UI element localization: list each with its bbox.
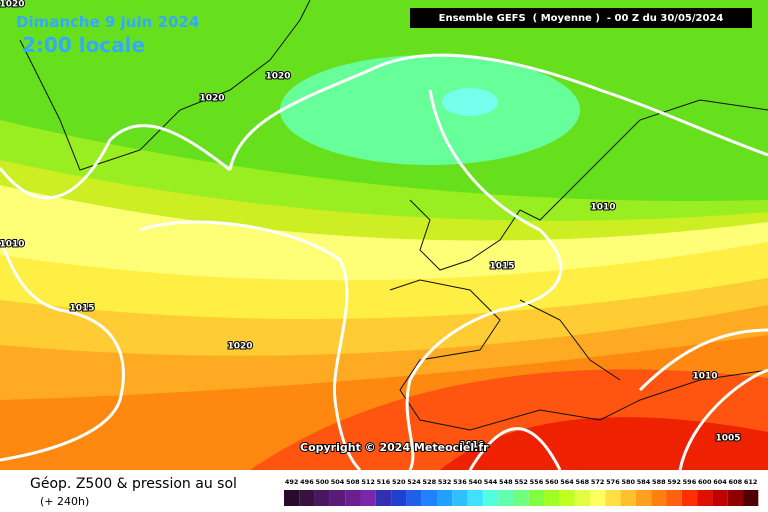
colorbar-swatch	[406, 490, 422, 506]
colorbar-label: 508	[346, 478, 360, 486]
colorbar-label: 612	[744, 478, 758, 486]
lead-time: (+ 240h)	[40, 495, 89, 508]
isobar-label: 1005	[715, 434, 740, 444]
low-core	[442, 88, 498, 116]
colorbar-label: 520	[392, 478, 406, 486]
isobar-label: 1020	[0, 0, 25, 10]
colorbar-label: 492	[285, 478, 299, 486]
isobar-label: 1010	[459, 441, 484, 451]
colorbar-label: 580	[621, 478, 635, 486]
colorbar-swatch	[437, 490, 453, 506]
colorbar-label: 564	[560, 478, 574, 486]
colorbar-swatch	[482, 490, 499, 506]
colorbar-swatch	[605, 490, 621, 506]
colorbar-swatch	[284, 490, 300, 506]
coastlines	[19, 0, 768, 431]
colorbar-swatch	[314, 490, 330, 506]
colorbar-label: 516	[377, 478, 391, 486]
colorbar-label: 536	[453, 478, 467, 486]
isobar-label: 1015	[69, 304, 94, 314]
colorbar-label: 512	[361, 478, 375, 486]
colorbar-label: 592	[667, 478, 681, 486]
colorbar: 492 496 500 504 508 512 516 520 524 528 532 536 540 5…	[284, 478, 759, 506]
colorbar-swatch	[712, 490, 728, 506]
colorbar-label: 608	[729, 478, 743, 486]
colorbar-swatch	[697, 490, 713, 506]
colorbar-label: 576	[606, 478, 620, 486]
colorbar-swatch	[375, 490, 392, 506]
colorbar-swatch	[635, 490, 652, 506]
colorbar-swatch	[620, 490, 636, 506]
colorbar-swatch	[421, 490, 437, 506]
colorbar-swatch	[590, 490, 606, 506]
colorbar-label: 540	[468, 478, 482, 486]
colorbar-swatch	[574, 490, 590, 506]
colorbar-label: 584	[637, 478, 651, 486]
colorbar-label: 544	[484, 478, 498, 486]
colorbar-swatch	[544, 490, 560, 506]
colorbar-label: 572	[591, 478, 605, 486]
isobar-label: 1015	[489, 262, 514, 272]
date: Dimanche 9 juin 2024	[16, 13, 199, 31]
colorbar-label: 528	[423, 478, 437, 486]
colorbar-swatch	[498, 490, 514, 506]
low-height	[280, 55, 580, 165]
isobar-label: 1010	[0, 240, 25, 250]
colorbar-label: 596	[683, 478, 697, 486]
colorbar-label: 524	[407, 478, 421, 486]
isobar-label: 1010	[590, 203, 615, 213]
colorbar-swatch	[345, 490, 361, 506]
colorbar-swatch	[528, 490, 545, 506]
run-box	[410, 8, 752, 28]
field	[0, 0, 768, 470]
colorbar-swatch	[391, 490, 407, 506]
colorbar-label: 496	[300, 478, 314, 486]
colorbar-label: 552	[514, 478, 528, 486]
isobar-label: 1010	[692, 372, 717, 382]
colorbar-label: 600	[698, 478, 712, 486]
colorbar-label: 504	[331, 478, 345, 486]
colorbar-label: 604	[713, 478, 727, 486]
colorbar-label: 588	[652, 478, 666, 486]
colorbar-label: 532	[438, 478, 452, 486]
colorbar-swatch	[727, 490, 743, 506]
colorbar-swatch	[651, 490, 667, 506]
colorbar-swatch	[743, 490, 759, 506]
colorbar-label: 548	[499, 478, 513, 486]
isobars	[0, 53, 768, 472]
copyright: Copyright © 2024 Meteociel.fr	[300, 441, 489, 454]
colorbar-swatch	[360, 490, 376, 506]
colorbar-swatch	[559, 490, 575, 506]
colorbar-swatch	[666, 490, 682, 506]
colorbar-label: 556	[530, 478, 544, 486]
colorbar-label: 500	[315, 478, 329, 486]
colorbar-label: 568	[576, 478, 590, 486]
isobar-label: 1020	[199, 94, 224, 104]
colorbar-swatch	[452, 490, 468, 506]
colorbar-swatch	[329, 490, 346, 506]
isobar-label: 1020	[265, 72, 290, 82]
footer-title: Géop. Z500 & pression au sol	[30, 476, 237, 492]
colorbar-swatch	[681, 490, 698, 506]
local-time: 2:00 locale	[22, 33, 145, 57]
isobar-label: 1020	[227, 342, 252, 352]
colorbar-swatch	[467, 490, 483, 506]
colorbar-swatch	[513, 490, 529, 506]
colorbar-swatch	[299, 490, 315, 506]
run-info: Ensemble GEFS ( Moyenne ) - 00 Z du 30/0…	[439, 13, 724, 24]
colorbar-label: 560	[545, 478, 559, 486]
